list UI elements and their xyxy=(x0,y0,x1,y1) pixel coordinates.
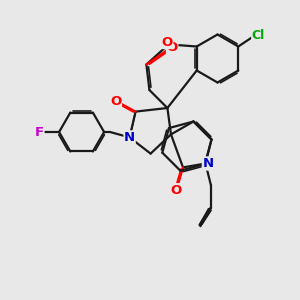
Text: O: O xyxy=(167,41,178,54)
Text: N: N xyxy=(202,157,214,170)
Text: O: O xyxy=(170,184,182,197)
Text: O: O xyxy=(110,95,122,109)
Text: F: F xyxy=(35,125,44,139)
Text: Cl: Cl xyxy=(252,28,265,42)
Text: O: O xyxy=(161,35,173,49)
Text: N: N xyxy=(124,131,135,144)
